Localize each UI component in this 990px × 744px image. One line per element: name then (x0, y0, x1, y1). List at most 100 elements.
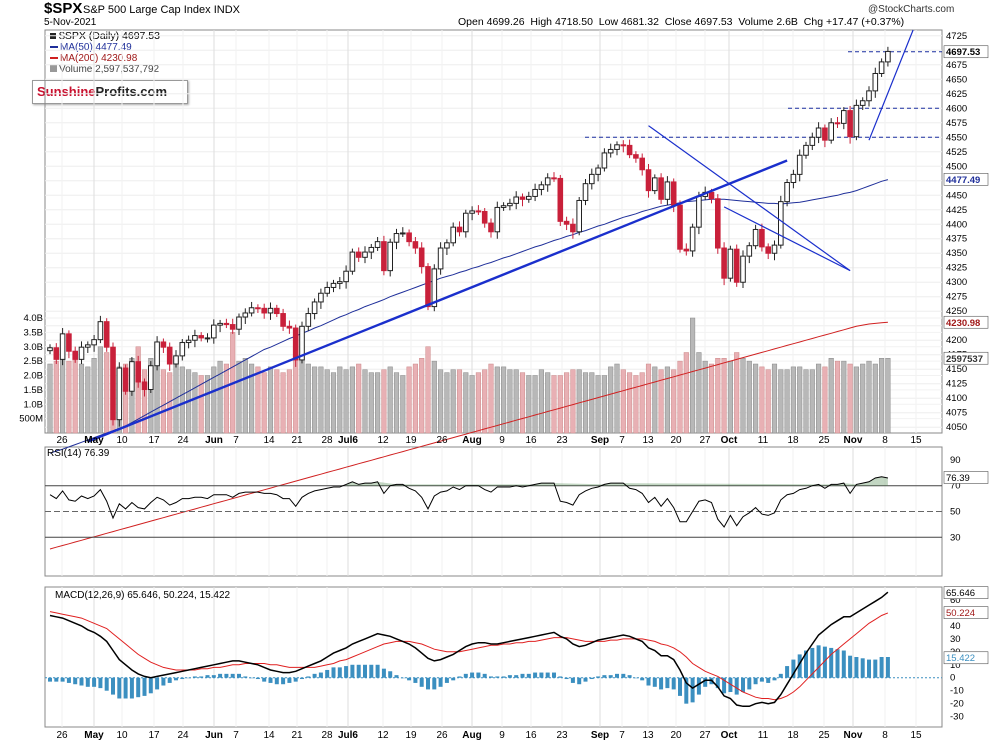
x-tick-label: 24 (177, 435, 189, 446)
macd-histogram-bar (545, 672, 550, 678)
macd-histogram-bar (715, 677, 720, 689)
macd-histogram-bar (652, 677, 657, 687)
candle-body (563, 220, 570, 225)
volume-tick-label: 500M (19, 414, 43, 425)
macd-histogram-bar (690, 677, 695, 703)
volume-bar (557, 375, 563, 434)
price-tick-label: 4425 (946, 205, 967, 216)
candle-body (784, 182, 790, 203)
candle-body (185, 339, 192, 344)
volume-bar (343, 369, 349, 434)
macd-histogram-bar (684, 677, 689, 704)
macd-histogram-bar (526, 673, 531, 678)
x-tick-label: 9 (499, 730, 505, 741)
macd-histogram-bar (520, 673, 525, 678)
price-tick-label: 4325 (946, 263, 967, 274)
x-tick-label: Jul6 (338, 435, 358, 446)
x-tick-label: 27 (699, 730, 711, 741)
candle-body (513, 196, 520, 204)
macd-histogram-bar (363, 664, 367, 678)
candle-body (141, 381, 148, 391)
macd-histogram-bar (696, 677, 701, 695)
macd-histogram-bar (205, 675, 210, 678)
volume-bar (463, 372, 469, 434)
volume-bar (104, 352, 110, 434)
macd-histogram-bar (331, 667, 336, 678)
volume-bar (123, 363, 129, 434)
x-tick-label: 21 (291, 435, 303, 446)
price-tick-label: 4625 (946, 89, 967, 100)
volume-bar (255, 366, 261, 434)
macd-histogram-bar (161, 677, 166, 686)
price-candles (47, 46, 891, 427)
candle-body (412, 241, 419, 249)
low-label: Low (598, 16, 619, 28)
volume-bar (299, 358, 305, 434)
volume-bar (393, 372, 400, 434)
price-tick-label: 4450 (946, 190, 967, 201)
logo-part-profits: Profits.com (95, 84, 168, 99)
low-value: 4681.32 (620, 16, 659, 28)
macd-histogram-bar (92, 677, 97, 687)
macd-histogram-bar (350, 664, 355, 678)
volume-bar (381, 369, 387, 434)
volume-bar (652, 366, 658, 434)
volume-bar (72, 355, 78, 434)
candle-body (337, 281, 343, 284)
candle-body (595, 167, 601, 175)
legend-ma200-text: MA(200) 4230.98 (60, 53, 138, 64)
volume-bar (671, 369, 677, 434)
x-tick-label: 10 (116, 730, 128, 741)
volume-bar (582, 372, 589, 434)
x-tick-label: 13 (642, 730, 654, 741)
x-tick-label: 25 (818, 435, 830, 446)
candle-body (418, 247, 425, 268)
candle-body (368, 246, 375, 253)
macd-histogram-bar (772, 677, 777, 681)
volume-bar (538, 369, 544, 434)
rsi-tick-label: 30 (950, 532, 961, 543)
candle-body (463, 212, 469, 233)
candle-body (292, 327, 299, 361)
candle-body (387, 241, 393, 272)
candle-body (778, 201, 784, 246)
volume-bar (456, 369, 463, 434)
x-tick-label: 13 (642, 435, 654, 446)
candle-body (582, 183, 589, 201)
candle-body (330, 282, 337, 288)
macd-histogram-bar (312, 673, 317, 678)
x-tick-label: 27 (699, 435, 711, 446)
macd-histogram-bar (753, 677, 758, 685)
volume-bar (690, 317, 696, 434)
volume-bar (375, 372, 381, 434)
macd-histogram-bar (199, 676, 204, 678)
macd-histogram-bar (123, 677, 128, 699)
x-tick-label: Sep (591, 730, 609, 741)
volume-bar (198, 375, 204, 434)
macd-histogram-bar (867, 659, 871, 678)
volume-bar (721, 358, 727, 434)
macd-histogram-bar (489, 676, 493, 678)
candle-body (589, 173, 595, 185)
candle-body (91, 339, 97, 346)
candle-body (374, 241, 381, 248)
x-tick-label: May (84, 435, 104, 446)
ma50-value-tag-box (943, 173, 989, 186)
volume-bar (746, 360, 752, 434)
x-tick-label: Nov (844, 435, 863, 446)
rsi-line (49, 476, 889, 528)
volume-bar (330, 372, 337, 434)
macd-histogram-bar (325, 669, 330, 678)
volume-bar (154, 360, 160, 434)
macd-histogram-bar (501, 676, 506, 678)
price-tick-label: 4600 (946, 103, 967, 114)
volume-bar (242, 358, 248, 434)
candle-body (519, 196, 526, 200)
macd-histogram-bar (104, 677, 109, 691)
macd-histogram-bar (48, 677, 52, 682)
candle-body (544, 177, 551, 186)
macd-histogram-bar (615, 673, 619, 678)
price-tick-label: 4350 (946, 248, 967, 259)
candle-body (847, 110, 853, 138)
price-tick-label: 4050 (946, 422, 967, 433)
